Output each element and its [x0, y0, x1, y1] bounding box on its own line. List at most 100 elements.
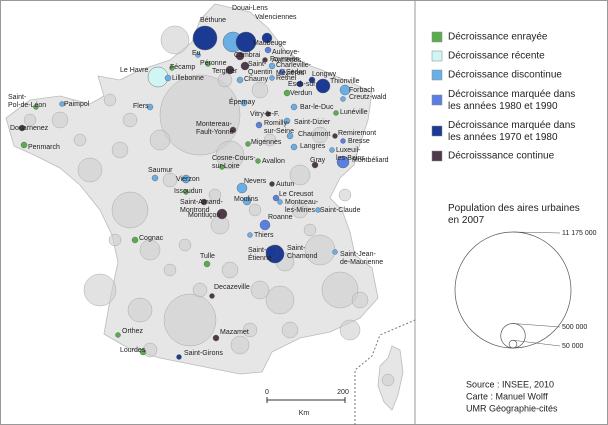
- city-circle: [164, 74, 172, 82]
- city-circle: [265, 245, 279, 259]
- city-label: Mazamet: [220, 329, 249, 336]
- legend-swatch: [431, 69, 443, 81]
- leader-line: [512, 339, 561, 347]
- city-label: Rethel: [276, 75, 297, 82]
- city-label: Montbéliard: [352, 157, 389, 164]
- urban-area: [281, 321, 299, 339]
- france-outline: [5, 3, 379, 375]
- urban-area: [215, 140, 245, 170]
- city-label: Vitry-le-F.: [250, 111, 279, 118]
- city-label: Saint-Jean-de-Maurienne: [340, 251, 383, 266]
- city-label: Autun: [276, 181, 294, 188]
- city-circle: [203, 260, 211, 268]
- urban-area: [163, 263, 177, 277]
- city-label: Saumur: [148, 167, 173, 174]
- city-circle: [240, 61, 250, 71]
- city-circle: [290, 143, 298, 151]
- city-circle: [315, 78, 331, 94]
- city-circle: [139, 348, 147, 356]
- city-circle: [236, 76, 244, 84]
- urban-area: [23, 113, 37, 127]
- city-circle: [332, 133, 338, 139]
- city-circle: [59, 101, 65, 107]
- city-circle: [229, 126, 237, 134]
- city-circle: [131, 236, 139, 244]
- city-label: Épernay: [229, 97, 256, 106]
- city-label: Péronne: [200, 60, 227, 67]
- urban-area: [160, 25, 190, 55]
- urban-area: [208, 188, 222, 202]
- city-label: Lillebonne: [172, 75, 204, 82]
- city-circle: [268, 62, 276, 70]
- source-line: Carte : Manuel Wolff: [466, 391, 548, 401]
- city-circle: [195, 52, 201, 58]
- leader-line: [512, 231, 561, 234]
- city-circle: [115, 332, 121, 338]
- city-circle: [151, 174, 159, 182]
- urban-area: [289, 164, 311, 186]
- cities: Béthune Douai-Lens Valenciennes Maubeuge Aul…: [8, 5, 389, 360]
- city-circle: [265, 111, 271, 117]
- city-label: Verdun: [290, 90, 312, 97]
- city-circle: [18, 124, 26, 132]
- city-label: Eu: [192, 50, 201, 57]
- urban-area: [103, 93, 117, 107]
- city-circle: [278, 68, 286, 76]
- city-circle: [247, 232, 253, 238]
- city-circle: [264, 46, 272, 54]
- urban-area: [149, 129, 171, 151]
- urban-area: [250, 280, 270, 300]
- urban-area: [192, 282, 208, 298]
- urban-area: [77, 157, 103, 183]
- city-circle: [192, 25, 218, 51]
- city-circle: [286, 132, 294, 140]
- city-label: Saint-Pol-de-Léon: [8, 94, 46, 109]
- urban-area: [178, 238, 192, 252]
- city-circle: [340, 138, 346, 144]
- city-label: Fécamp: [170, 64, 195, 71]
- city-circle: [235, 51, 245, 61]
- city-circle: [255, 158, 261, 164]
- urban-area: [162, 172, 178, 188]
- city-label: Saint-Dizier: [294, 119, 331, 126]
- scale-unit: Km: [299, 410, 310, 417]
- city-label: Valenciennes: [255, 14, 297, 21]
- city-label: Saint-Chamond: [287, 245, 317, 260]
- city-label: Issoudun: [174, 188, 203, 195]
- city-circle: [269, 181, 275, 187]
- urban-area: [122, 112, 138, 128]
- urban-area: [221, 261, 239, 279]
- city-circle: [205, 61, 211, 67]
- scale-start: 0: [265, 389, 269, 396]
- urban-area: [51, 111, 69, 129]
- city-circle: [255, 121, 263, 129]
- urban-area: [217, 72, 233, 88]
- city-circle: [236, 182, 248, 194]
- urban-area: [291, 201, 309, 219]
- source-line: UMR Géographie-cités: [466, 403, 558, 413]
- city-label: Longwy: [312, 71, 337, 78]
- city-circle: [209, 293, 215, 299]
- city-circle: [235, 31, 257, 53]
- city-label: Migennes: [251, 139, 282, 146]
- city-label: Lourdes: [120, 347, 146, 354]
- city-label: Gray: [310, 157, 326, 164]
- city-circle: [262, 57, 268, 63]
- city-circle: [333, 110, 339, 116]
- city-circle: [225, 65, 235, 75]
- corsica-separator: [354, 319, 416, 425]
- city-label: Tulle: [200, 253, 215, 260]
- city-circle: [336, 155, 350, 169]
- urban-area: [111, 191, 149, 229]
- city-label: Fourmies: [270, 56, 300, 63]
- legend-label: Décroissance récente: [448, 51, 545, 62]
- city-circle: [146, 103, 154, 111]
- source-line: Source : INSEE, 2010: [466, 379, 554, 389]
- city-circle: [20, 141, 28, 149]
- urban-area: [230, 335, 250, 355]
- urban-area: [251, 81, 269, 99]
- city-label: Saint-Girons: [184, 350, 223, 357]
- population-label: 50 000: [562, 343, 584, 350]
- city-circle: [311, 161, 319, 169]
- city-label: Forbach: [349, 87, 375, 94]
